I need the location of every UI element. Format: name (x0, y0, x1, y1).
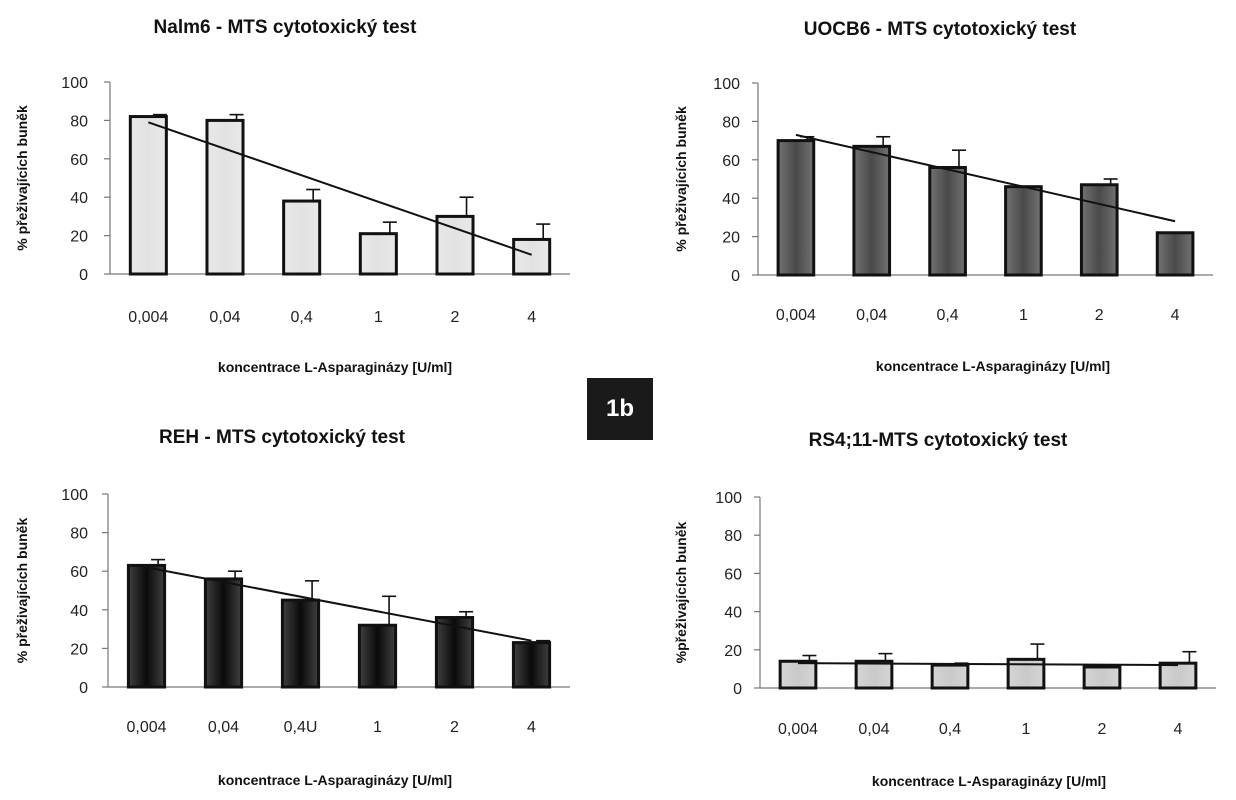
bar-uocb6 (1079, 183, 1119, 277)
x-tick-label: 4 (1174, 721, 1183, 738)
bar-rs411 (1082, 665, 1122, 690)
y-tick-label: 60 (70, 564, 88, 581)
bar-rs411 (854, 659, 894, 690)
x-tick-label: 0,04 (858, 721, 889, 738)
chart-title: UOCB6 - MTS cytotoxický test (804, 19, 1077, 40)
bar-uocb6 (852, 144, 892, 277)
bar-uocb6 (776, 139, 816, 277)
x-tick-label: 0,004 (776, 307, 816, 324)
bar-reh (511, 641, 552, 689)
x-tick-label: 1 (1019, 307, 1028, 324)
y-tick-label: 60 (70, 152, 88, 169)
x-axis-label: koncentrace L-Asparaginázy [U/ml] (218, 359, 452, 375)
x-tick-label: 0,004 (126, 719, 166, 736)
bar-rs411 (1158, 661, 1198, 690)
y-tick-label: 0 (731, 268, 740, 285)
trend-line (795, 133, 1176, 223)
y-tick-label: 80 (722, 114, 740, 131)
y-tick-label: 60 (724, 566, 742, 583)
y-axis-label: % přeživajících buněk (673, 106, 689, 252)
x-tick-label: 1 (373, 719, 382, 736)
x-tick-label: 0,4 (939, 721, 961, 738)
y-tick-label: 100 (713, 76, 740, 93)
bar-nalm6 (358, 232, 398, 276)
x-tick-label: 0,04 (209, 309, 240, 326)
x-tick-label: 0,4 (936, 307, 958, 324)
bar-nalm6 (512, 237, 552, 276)
x-tick-label: 2 (1095, 307, 1104, 324)
chart-title: REH - MTS cytotoxický test (159, 427, 406, 448)
chart-rs411: RS4;11-MTS cytotoxický test 0 20 40 60 80 100%… (673, 430, 1216, 789)
y-tick-label: 100 (61, 487, 88, 504)
trend-line (148, 121, 532, 256)
chart-nalm6: Nalm6 - MTS cytotoxický test 0 20 40 60 80 100… (14, 17, 570, 375)
y-axis-label: % přeživajících buněk (14, 105, 30, 251)
bar-reh (203, 577, 244, 689)
x-tick-label: 4 (527, 719, 536, 736)
x-tick-label: 4 (527, 309, 536, 326)
x-tick-label: 1 (1022, 721, 1031, 738)
y-tick-label: 80 (70, 526, 88, 543)
bar-nalm6 (435, 214, 475, 276)
chart-title: Nalm6 - MTS cytotoxický test (154, 17, 418, 38)
y-tick-label: 0 (79, 267, 88, 284)
bar-uocb6 (1155, 231, 1195, 277)
x-tick-label: 0,004 (778, 721, 818, 738)
bar-reh (126, 563, 167, 689)
y-tick-label: 20 (722, 230, 740, 247)
bar-uocb6 (928, 165, 967, 277)
y-tick-label: 60 (722, 153, 740, 170)
y-tick-label: 20 (724, 643, 742, 660)
y-tick-label: 0 (733, 681, 742, 698)
y-tick-label: 20 (70, 641, 88, 658)
y-tick-label: 40 (70, 190, 88, 207)
chart-reh: REH - MTS cytotoxický test 0 20 40 60 80 100 % … (14, 427, 570, 788)
x-tick-label: 0,04 (856, 307, 887, 324)
y-tick-label: 100 (715, 490, 742, 507)
x-tick-label: 0,4 (291, 309, 313, 326)
bar-uocb6 (1004, 185, 1043, 277)
bar-nalm6 (128, 115, 168, 276)
bar-nalm6 (282, 199, 322, 276)
trend-line (797, 662, 1179, 667)
x-tick-label: 2 (1098, 721, 1107, 738)
x-tick-label: 0,004 (128, 309, 168, 326)
bar-nalm6 (205, 118, 245, 276)
y-tick-label: 80 (724, 528, 742, 545)
x-axis-label: koncentrace L-Asparaginázy [U/ml] (872, 773, 1106, 789)
x-tick-label: 0,4U (284, 719, 318, 736)
y-axis-label: % přeživajících buněk (14, 518, 30, 664)
y-tick-label: 40 (722, 191, 740, 208)
figure-panel-label: 1b (587, 378, 653, 440)
x-tick-label: 4 (1171, 307, 1180, 324)
x-tick-label: 2 (450, 719, 459, 736)
x-tick-label: 1 (374, 309, 383, 326)
x-tick-label: 0,04 (208, 719, 239, 736)
chart-title: RS4;11-MTS cytotoxický test (809, 430, 1068, 451)
trend-line (146, 566, 532, 642)
x-axis-label: koncentrace L-Asparaginázy [U/ml] (218, 772, 452, 788)
y-tick-label: 40 (724, 605, 742, 622)
bar-rs411 (930, 663, 970, 690)
bar-reh (357, 623, 398, 689)
y-axis-label: %přeživajících buněk (673, 521, 689, 663)
y-tick-label: 80 (70, 113, 88, 130)
x-tick-label: 2 (451, 309, 460, 326)
y-tick-label: 0 (79, 680, 88, 697)
bar-rs411 (778, 659, 818, 690)
y-tick-label: 40 (70, 603, 88, 620)
y-tick-label: 20 (70, 229, 88, 246)
chart-uocb6: UOCB6 - MTS cytotoxický test 0 20 40 60 80 100… (673, 19, 1213, 374)
y-tick-label: 100 (61, 75, 88, 92)
bar-reh (280, 598, 321, 689)
x-axis-label: koncentrace L-Asparaginázy [U/ml] (876, 358, 1110, 374)
